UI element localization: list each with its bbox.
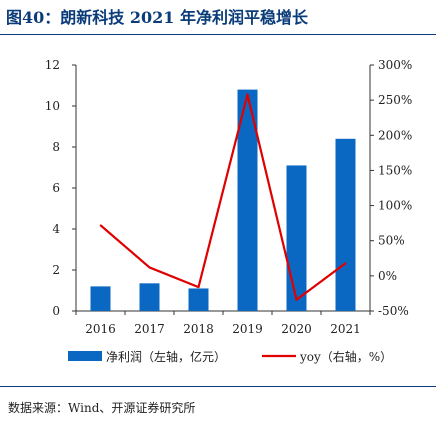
yoy-point-2016 bbox=[99, 224, 102, 227]
yoy-point-2021 bbox=[344, 262, 347, 265]
bar-series bbox=[90, 89, 356, 311]
left-tick-label: 2 bbox=[52, 263, 60, 277]
chart-title: 图40：朗新科技 2021 年净利润平稳增长 bbox=[6, 8, 308, 27]
x-tick-label: 2016 bbox=[85, 322, 116, 336]
bar-2020 bbox=[286, 165, 307, 311]
bar-2016 bbox=[90, 286, 111, 311]
source-rule bbox=[0, 386, 436, 387]
yoy-point-2017 bbox=[148, 266, 151, 269]
x-tick-label: 2020 bbox=[281, 322, 312, 336]
right-tick-label: 250% bbox=[378, 93, 412, 107]
yoy-line bbox=[99, 93, 347, 301]
yoy-point-2020 bbox=[295, 298, 298, 301]
right-tick-label: 50% bbox=[378, 234, 405, 248]
right-tick-label: 100% bbox=[378, 199, 412, 213]
bar-2021 bbox=[335, 138, 356, 311]
bar-2017 bbox=[139, 283, 160, 311]
left-tick-label: 4 bbox=[52, 222, 60, 236]
left-tick-label: 0 bbox=[52, 304, 60, 318]
x-tick-label: 2017 bbox=[134, 322, 165, 336]
left-tick-label: 6 bbox=[52, 181, 60, 195]
yoy-point-2018 bbox=[197, 286, 200, 288]
yoy-point-2019 bbox=[246, 93, 249, 96]
bar-2018 bbox=[188, 288, 209, 311]
chart-axes: 0 2 4 6 8 10 12 -50% 0% 50% 100% 150% 200% 250% 300% 20… bbox=[45, 58, 413, 336]
right-tick-label: 300% bbox=[378, 58, 412, 72]
left-tick-label: 8 bbox=[52, 140, 60, 154]
source-note: 数据来源：Wind、开源证券研究所 bbox=[8, 401, 196, 415]
combo-chart: 0 2 4 6 8 10 12 -50% 0% 50% 100% 150% 200% 250% 300% 20… bbox=[45, 58, 413, 364]
x-tick-label: 2019 bbox=[232, 322, 263, 336]
right-tick-label: 200% bbox=[378, 128, 412, 142]
chart-legend: 净利润（左轴，亿元） yoy（右轴，%） bbox=[68, 349, 392, 364]
x-tick-label: 2018 bbox=[183, 322, 214, 336]
legend-bar-swatch bbox=[68, 351, 102, 361]
line-series bbox=[99, 93, 347, 301]
left-tick-label: 10 bbox=[45, 99, 60, 113]
right-tick-label: 0% bbox=[378, 269, 397, 283]
x-tick-label: 2021 bbox=[330, 322, 361, 336]
legend-line-label: yoy（右轴，%） bbox=[299, 349, 392, 364]
left-tick-label: 12 bbox=[45, 58, 60, 72]
right-tick-label: -50% bbox=[378, 304, 409, 318]
legend-bar-label: 净利润（左轴，亿元） bbox=[106, 349, 226, 364]
title-rule bbox=[0, 34, 436, 35]
right-tick-label: 150% bbox=[378, 163, 412, 177]
bar-2019 bbox=[237, 89, 258, 311]
